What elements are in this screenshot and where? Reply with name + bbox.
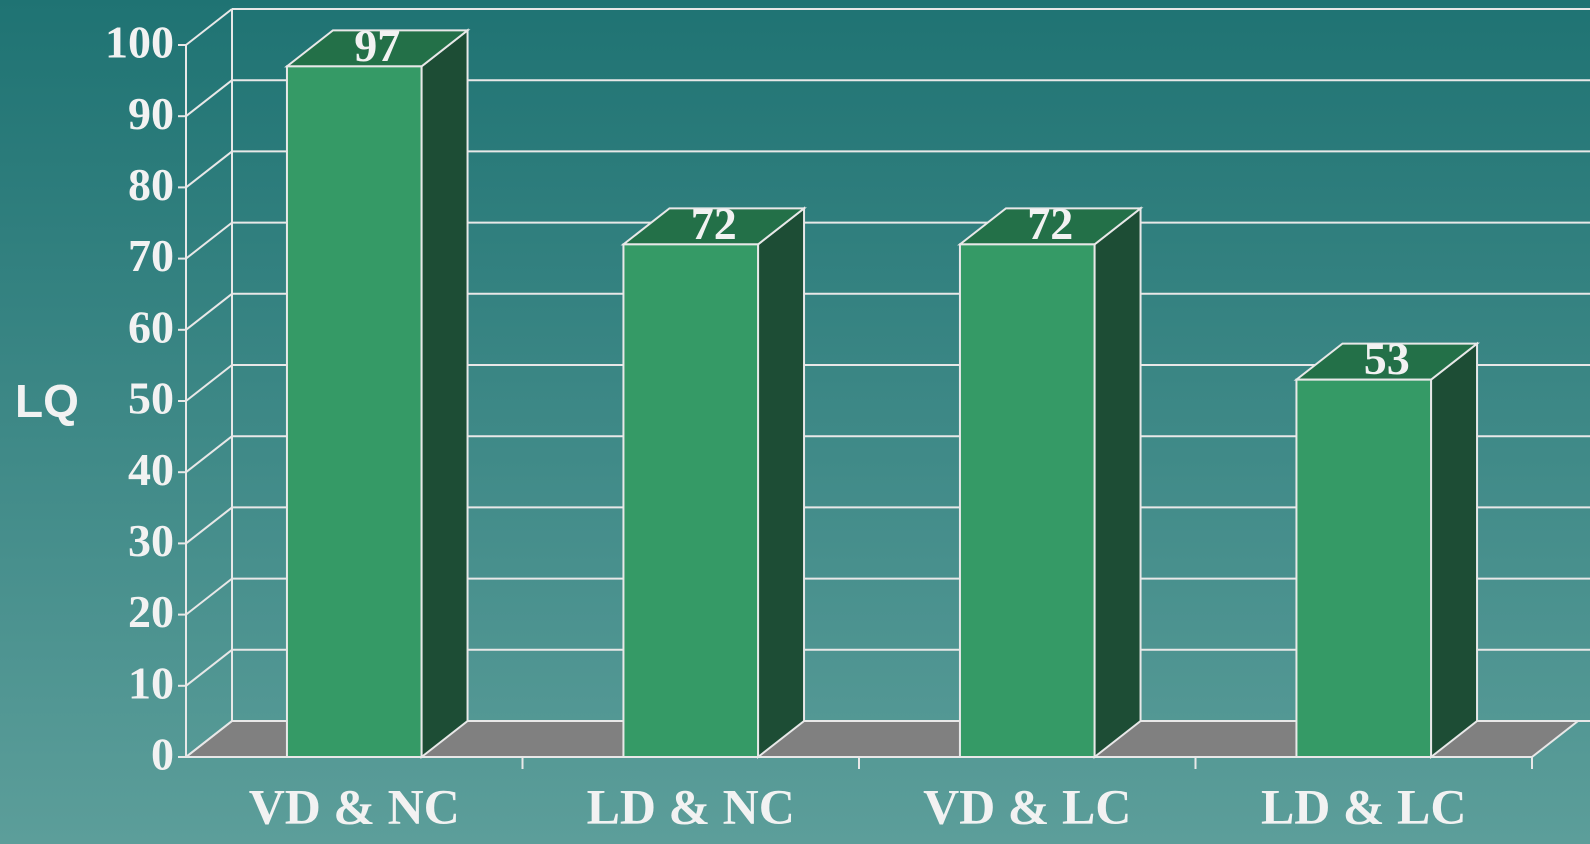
y-tick-label: 60 <box>128 301 174 352</box>
value-label: 72 <box>1027 198 1073 249</box>
y-tick-label: 70 <box>128 230 174 281</box>
grid-line <box>185 293 233 331</box>
bar-side <box>1430 341 1479 760</box>
y-tick-label: 30 <box>128 515 174 566</box>
grid-line <box>185 649 233 687</box>
x-tick-label: VD & NC <box>249 778 460 834</box>
grid-line <box>185 150 233 189</box>
x-tick-label: LD & LC <box>1261 778 1467 834</box>
bar <box>622 243 760 759</box>
y-tick-label: 80 <box>128 159 174 210</box>
y-tick-label: 40 <box>128 444 174 495</box>
grid-line <box>185 720 233 758</box>
value-label: 72 <box>691 198 737 249</box>
grid-line <box>185 221 233 260</box>
bar <box>285 65 423 759</box>
bar <box>1295 378 1433 758</box>
grid-line <box>185 435 233 473</box>
x-tick-label: LD & NC <box>587 778 795 834</box>
x-tick-label: VD & LC <box>923 778 1131 834</box>
y-tick-label: 50 <box>128 373 174 424</box>
value-label: 97 <box>354 20 400 71</box>
grid-line <box>185 79 233 117</box>
y-tick-label: 90 <box>128 88 174 139</box>
y-tick-label: 20 <box>128 586 174 637</box>
y-tick-label: 10 <box>128 657 174 708</box>
bar-side <box>757 206 806 760</box>
grid-line <box>185 8 233 46</box>
grid-line <box>185 506 233 545</box>
y-axis-label: LQ <box>15 375 79 427</box>
grid-line <box>185 364 233 402</box>
bar-side <box>1093 206 1142 760</box>
value-label: 53 <box>1364 333 1410 384</box>
grid-line <box>185 577 233 616</box>
bar <box>958 243 1096 759</box>
y-tick-label: 0 <box>151 729 174 780</box>
y-tick-label: 100 <box>105 17 174 68</box>
bar-side <box>420 28 469 760</box>
